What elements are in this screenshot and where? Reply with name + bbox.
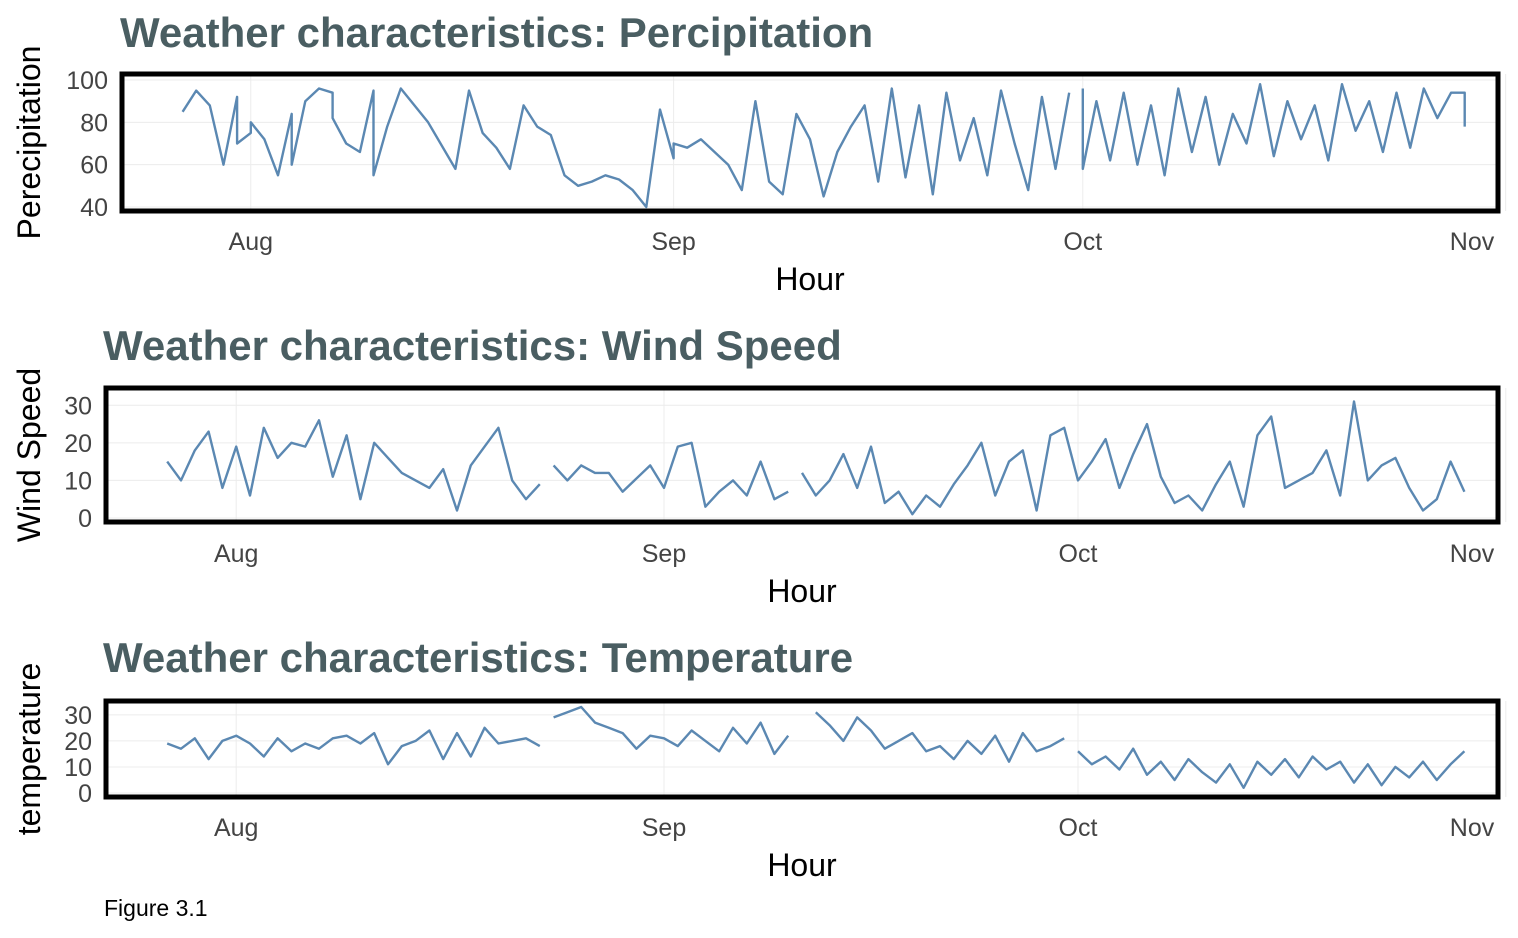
x-tick-label-nov: Nov [1450,540,1495,568]
series-line-segment-2 [552,441,789,508]
y-tick-label: 100 [66,67,108,95]
series-line-segment-1 [166,419,541,512]
y-axis-label: Perecipitation [11,46,47,240]
y-tick-label: 20 [64,430,92,458]
series-line-segment-2 [553,705,790,756]
chart-title: Weather characteristics: Wind Speed [103,322,842,369]
x-tick-label-oct: Oct [1059,814,1098,842]
chart-title: Weather characteristics: Temperature [103,634,853,681]
x-tick-label-sep: Sep [651,228,695,256]
figure-caption: Figure 3.1 [104,895,208,921]
panel-border [103,698,1501,800]
y-tick-label: 40 [80,194,108,222]
panel-border [119,71,1501,214]
series-line-segment-3 [800,400,1466,516]
x-tick-label-aug: Aug [229,228,273,256]
wind-speed-panel: 0 10 20 30 Aug Sep Oct Nov Hour Wind Speed Weather… [11,322,1507,609]
y-tick-label: 80 [80,109,108,137]
panel-border [103,385,1501,525]
x-axis-label: Hour [775,261,845,297]
x-tick-label-nov: Nov [1450,814,1495,842]
y-axis-label: Wind Speed [11,368,47,542]
x-tick-label-aug: Aug [214,540,258,568]
y-tick-label: 30 [64,702,92,730]
series-line-segment-1 [181,87,1071,209]
x-tick-label-sep: Sep [642,814,686,842]
series-line-segment-4 [1077,747,1466,789]
y-tick-label: 30 [64,392,92,420]
precipitation-panel: 40 60 80 100 Aug Sep Oct Nov Hour Perecipitation W… [11,9,1507,297]
x-tick-label-oct: Oct [1059,540,1098,568]
chart-title: Weather characteristics: Percipitation [120,9,873,56]
y-tick-label: 10 [64,467,92,495]
series-line-segment-2 [1081,82,1466,177]
x-tick-label-sep: Sep [642,540,686,568]
x-tick-label-nov: Nov [1450,228,1495,256]
x-tick-label-aug: Aug [214,814,258,842]
y-tick-label: 10 [64,754,92,782]
y-tick-label: 60 [80,152,108,180]
x-tick-label-oct: Oct [1063,228,1102,256]
y-tick-label: 0 [78,505,92,533]
y-tick-label: 20 [64,728,92,756]
x-axis-label: Hour [767,847,837,883]
series-line-segment-3 [814,711,1065,763]
series-line-segment-1 [166,726,541,766]
x-axis-label: Hour [767,573,837,609]
y-axis-label: temperature [11,663,47,836]
y-tick-label: 0 [78,780,92,808]
